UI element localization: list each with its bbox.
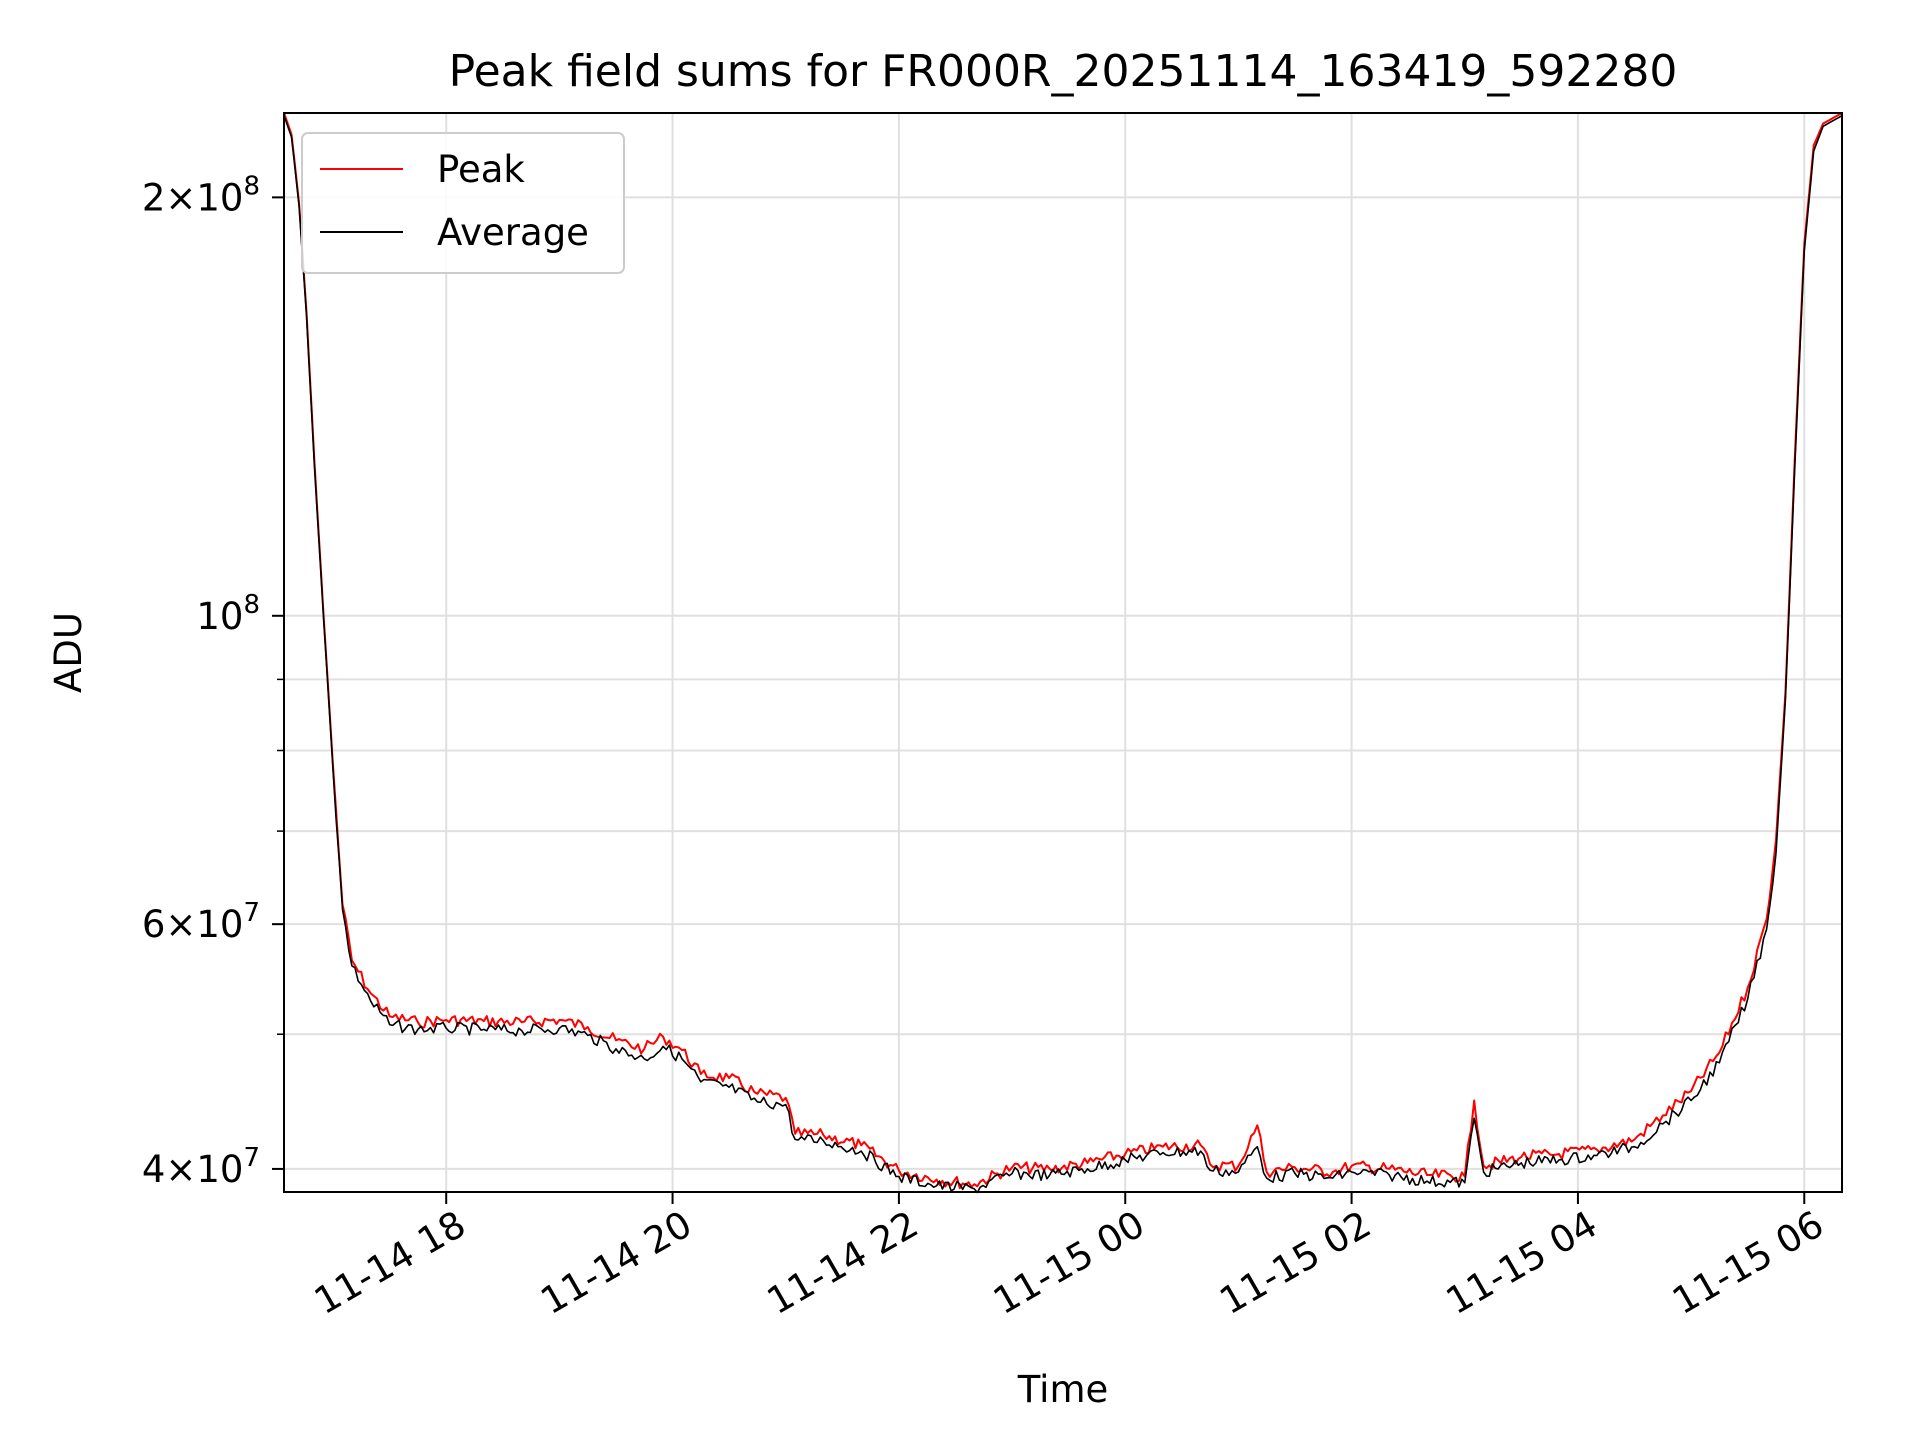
x-axis-label: Time xyxy=(1017,1368,1109,1411)
series-layer xyxy=(283,112,1843,1194)
legend-label: Peak xyxy=(437,148,525,191)
legend: Peak Average xyxy=(301,132,625,274)
chart-title: Peak field sums for FR000R_20251114_1634… xyxy=(449,46,1678,97)
legend-label: Average xyxy=(437,211,589,254)
y-axis-label: ADU xyxy=(47,612,90,693)
grid xyxy=(284,113,1842,1192)
series-line-peak xyxy=(283,112,1843,1190)
y-tick-label: 4×107 xyxy=(142,1143,260,1191)
y-tick-label: 2×108 xyxy=(142,171,260,219)
plot-frame xyxy=(283,112,1843,1193)
y-tick-label: 6×107 xyxy=(142,898,260,946)
series-line-average xyxy=(283,114,1843,1194)
